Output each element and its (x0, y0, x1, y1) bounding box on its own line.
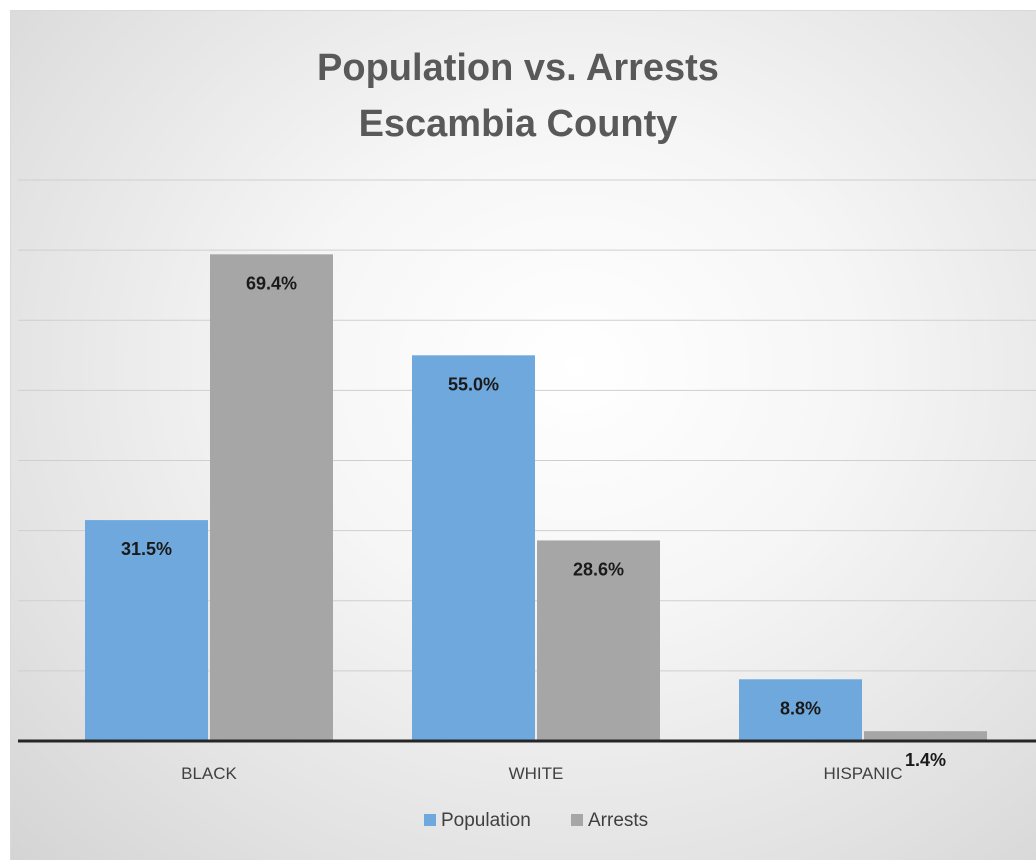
bar-arrests-white (537, 540, 660, 741)
bar-population-hispanic (739, 679, 862, 741)
chart-title-line1: Population vs. Arrests (317, 47, 719, 89)
bar-arrests-black (210, 254, 333, 741)
data-label-population-hispanic: 8.8% (780, 698, 821, 718)
bar-population-black (85, 520, 208, 741)
data-label-arrests-hispanic: 1.4% (905, 750, 946, 770)
data-label-population-white: 55.0% (448, 374, 499, 394)
data-label-arrests-black: 69.4% (246, 273, 297, 293)
legend-swatch-population (424, 814, 436, 826)
category-label-white: WHITE (509, 764, 564, 783)
data-label-arrests-white: 28.6% (573, 559, 624, 579)
chart-title: Population vs. Arrests Escambia County (0, 40, 1036, 152)
bar-arrests-hispanic (864, 731, 987, 741)
legend-label-arrests: Arrests (588, 810, 648, 831)
bars (85, 254, 987, 741)
legend: Population Arrests (424, 810, 648, 831)
data-labels: 31.5% 69.4% BLACK 55.0% 28.6% WHITE 8.8% 1.4%HI… (121, 273, 946, 783)
category-label-black: BLACK (181, 764, 237, 783)
legend-label-population: Population (441, 810, 531, 831)
data-label-population-black: 31.5% (121, 539, 172, 559)
category-label-hispanic: HISPANIC (823, 764, 902, 783)
legend-swatch-arrests (571, 814, 583, 826)
bar-population-white (412, 355, 535, 741)
chart-title-line2: Escambia County (358, 103, 678, 145)
